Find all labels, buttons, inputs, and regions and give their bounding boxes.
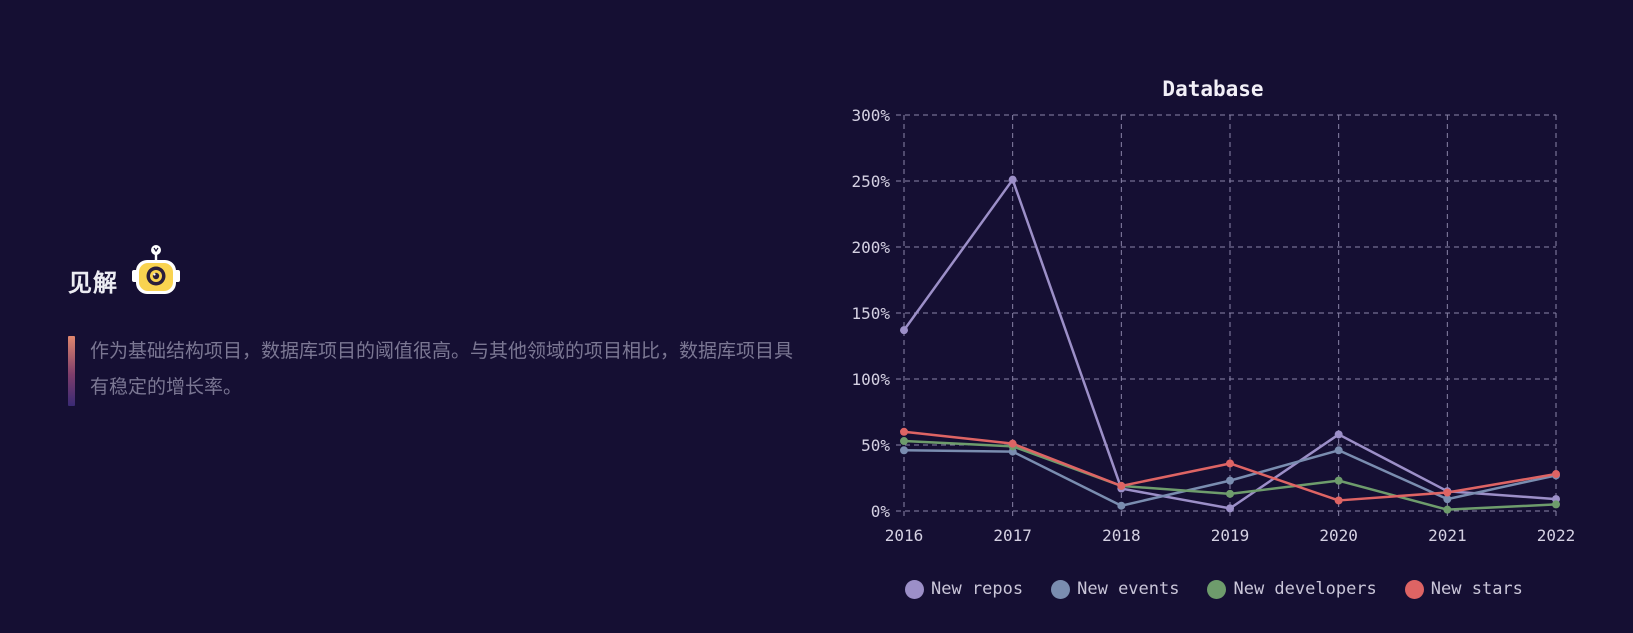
- x-tick-label: 2016: [885, 526, 924, 545]
- data-point: [1008, 439, 1017, 448]
- legend-swatch: [1404, 579, 1424, 599]
- data-point: [1443, 505, 1452, 514]
- chart-axes: 0% 50% 100% 150% 200% 250% 300% 2016 2017 2018 201…: [851, 106, 1575, 545]
- legend-swatch: [905, 579, 924, 599]
- y-tick-label: 300%: [851, 106, 890, 125]
- y-tick-label: 0%: [871, 502, 891, 521]
- insight-text: 作为基础结构项目，数据库项目的阈值很高。与其他领域的项目相比，数据库项目具有稳定…: [90, 340, 794, 398]
- data-point: [1334, 476, 1343, 485]
- legend-item[interactable]: New developers: [1207, 579, 1377, 599]
- legend-swatch: [1051, 579, 1071, 599]
- chart-series: [900, 175, 1560, 514]
- data-point: [1117, 481, 1126, 490]
- data-point: [1226, 504, 1234, 513]
- legend-label: New repos: [931, 579, 1024, 599]
- x-tick-label: 2021: [1428, 526, 1467, 545]
- data-point: [1334, 446, 1343, 455]
- y-tick-label: 50%: [861, 436, 890, 455]
- x-tick-label: 2017: [993, 526, 1032, 545]
- y-tick-label: 150%: [851, 304, 890, 323]
- data-point: [1117, 501, 1126, 510]
- data-point: [900, 427, 908, 436]
- insight-header: 见解: [68, 245, 808, 310]
- chart-grid: [896, 114, 1557, 519]
- quote-accent-bar: [68, 336, 75, 406]
- data-point: [900, 446, 908, 455]
- chart-legend: New repos New events New developers New sta…: [905, 579, 1551, 599]
- legend-item[interactable]: New events: [1051, 579, 1179, 599]
- y-tick-label: 250%: [851, 172, 890, 191]
- x-tick-label: 2022: [1537, 526, 1576, 545]
- x-tick-label: 2020: [1319, 526, 1358, 545]
- data-point: [900, 437, 908, 446]
- insight-quote: 作为基础结构项目，数据库项目的阈值很高。与其他领域的项目相比，数据库项目具有稳定…: [68, 336, 808, 406]
- data-point: [1334, 430, 1343, 439]
- data-point: [1226, 489, 1234, 498]
- data-point: [1552, 470, 1560, 479]
- data-point: [1334, 496, 1343, 505]
- data-point: [1443, 495, 1452, 504]
- legend-label: New developers: [1233, 579, 1377, 599]
- data-point: [1008, 175, 1017, 184]
- legend-item[interactable]: New repos: [905, 579, 1023, 599]
- insight-panel: 见解 作为基础结构项目，数据库项目的阈值很高。与其他领域的项目相比，数据库项目具…: [68, 245, 808, 406]
- y-tick-label: 100%: [851, 370, 890, 389]
- data-point: [1443, 488, 1452, 497]
- y-tick-label: 200%: [851, 238, 890, 257]
- chart-title: Database: [1162, 77, 1263, 101]
- legend-label: New events: [1077, 579, 1180, 599]
- legend-swatch: [1207, 579, 1227, 599]
- data-point: [1226, 459, 1234, 468]
- insight-title: 见解: [68, 267, 118, 297]
- data-point: [1552, 500, 1560, 509]
- legend-item[interactable]: New stars: [1404, 579, 1523, 599]
- x-tick-label: 2019: [1211, 526, 1250, 545]
- data-point: [900, 326, 908, 335]
- x-tick-label: 2018: [1102, 526, 1141, 545]
- robot-mascot-icon: [132, 245, 180, 294]
- data-point: [1226, 476, 1234, 485]
- legend-label: New stars: [1430, 579, 1523, 599]
